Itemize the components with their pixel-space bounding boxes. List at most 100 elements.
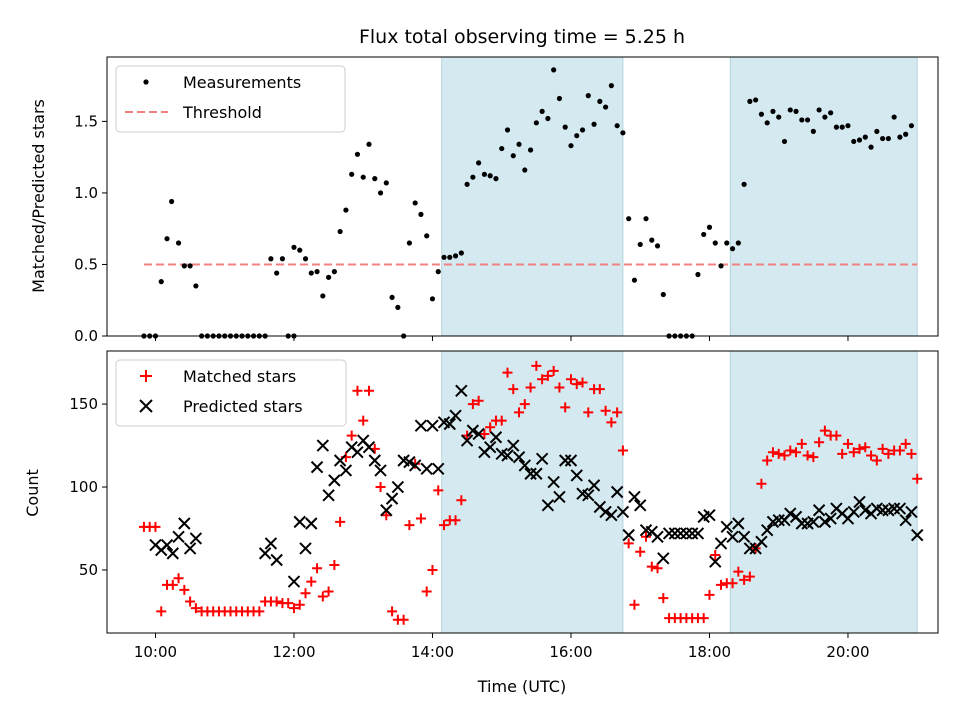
measurement-point [297,247,303,253]
matched-star-point [502,367,513,378]
measurement-point [458,250,464,256]
measurement-point [885,135,891,142]
matched-star-point [473,395,484,406]
predicted-star-point [755,535,768,548]
measurement-point [695,271,701,278]
matched-star-point [398,614,409,625]
matched-star-point [254,606,265,617]
predicted-star-point [380,504,393,517]
predicted-star-point [622,528,635,542]
predicted-star-point [530,467,543,480]
measurement-point [845,123,851,129]
matched-star-point [150,521,161,532]
predicted-star-point [443,417,456,431]
measurement-point [343,207,349,213]
measurement-point [793,108,799,114]
matched-star-point [808,452,819,463]
measurement-point [741,181,747,187]
matched-star-point [479,428,490,439]
xtick-label: 20:00 [826,643,869,661]
measurement-point [504,127,511,133]
measurement-point [429,296,436,302]
matched-star-point [560,402,571,413]
matched-star-point [329,559,340,570]
measurement-point [753,97,759,103]
top-panel: 0.0 0.5 1.0 1.5 Measurements Threshold [74,56,939,345]
measurement-point [891,114,897,120]
measurement-point [487,173,493,179]
measurement-point [804,117,811,123]
measurement-point [522,167,528,173]
predicted-star-point [455,384,468,398]
matched-star-point [271,596,282,607]
matched-star-point [346,430,357,441]
matched-star-point [381,510,392,521]
matched-star-point [819,425,830,436]
matched-star-point [404,520,415,531]
predicted-star-point [264,537,278,550]
ytick-label: 100 [69,478,98,496]
measurement-point [389,294,395,300]
measurement-point [828,110,834,116]
measurement-point [539,108,545,114]
measurement-point [326,274,332,280]
measurement-point [603,104,609,110]
predicted-star-point [507,439,520,452]
measurement-point [770,108,776,114]
matched-star-point [871,455,882,466]
measurement-point [862,134,868,140]
matched-star-point [733,566,744,577]
measurement-point [799,117,805,123]
matched-star-point [421,586,432,597]
matched-star-point [802,450,813,461]
measurement-point [660,291,666,298]
measurement-point [354,151,361,157]
predicted-star-point [322,489,335,502]
measurement-point [349,171,355,177]
matched-star-point [554,382,565,393]
predicted-star-point [760,523,774,537]
predicted-star-point [743,542,757,555]
predicted-star-point [876,504,889,517]
predicted-star-point [305,517,318,530]
matched-star-point [439,520,450,531]
predicted-star-point [426,419,439,432]
matched-star-point [450,515,461,526]
measurement-point [481,171,488,177]
top-ylabel: Matched/Predicted stars [29,99,48,293]
measurement-point [874,128,880,134]
measurement-point [406,240,412,246]
predicted-star-point [172,530,185,543]
legend-marker [143,79,149,85]
matched-star-point [583,407,594,418]
matched-star-point [791,447,802,458]
matched-star-point [739,574,750,585]
predicted-star-point [270,553,283,567]
measurement-point [787,107,793,113]
predicted-star-point [691,527,705,540]
predicted-star-point [651,530,664,543]
matched-star-point [606,417,617,428]
measurement-point [654,243,661,249]
measurement-point [579,127,586,133]
predicted-star-point [183,542,197,555]
predicted-star-point [374,464,387,477]
predicted-star-point [178,517,191,530]
predicted-star-point [339,464,353,477]
measurement-point [499,145,505,152]
predicted-star-point [720,520,733,534]
predicted-star-point [420,462,433,475]
predicted-star-point [737,530,751,543]
matched-star-point [600,405,611,416]
measurement-point [441,254,447,260]
predicted-star-point [605,509,618,522]
matched-star-point [185,596,196,607]
predicted-star-point [570,469,583,482]
predicted-star-point [362,441,376,454]
shaded-interval [441,56,624,337]
measurement-point [614,123,620,129]
shaded-interval [729,56,918,337]
measurement-point [597,98,603,104]
measurement-point [424,233,430,239]
